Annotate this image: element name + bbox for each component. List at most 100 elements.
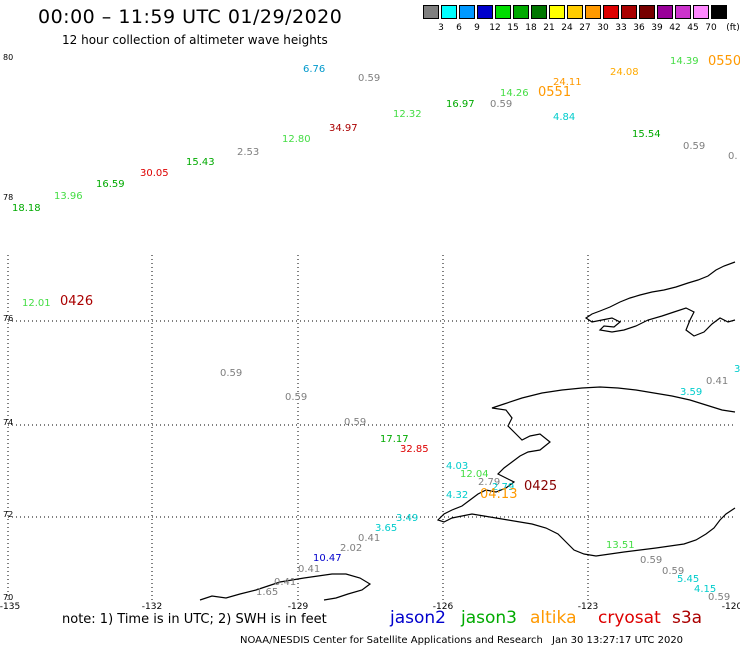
wave-height-label: 3.59 — [680, 387, 702, 398]
legend-label: 42 — [669, 23, 681, 33]
wave-height-label: 12.80 — [282, 134, 311, 145]
wave-height-label: 15.54 — [632, 129, 661, 140]
legend-swatch — [675, 5, 691, 19]
wave-height-label: 13.96 — [54, 191, 83, 202]
wave-height-label: 0.59 — [220, 368, 242, 379]
legend-swatch — [459, 5, 475, 19]
legend-swatch — [603, 5, 619, 19]
wave-height-label: 0.41 — [706, 376, 728, 387]
wave-height-label: 24.11 — [553, 77, 582, 88]
latitude-label: 78 — [3, 193, 13, 202]
wave-height-label: 24.08 — [610, 67, 639, 78]
legend-label: 9 — [474, 23, 480, 33]
longitude-label: -132 — [142, 602, 162, 612]
wave-height-label: 4.15 — [694, 584, 716, 595]
coastline-banks-island — [584, 261, 736, 337]
wave-height-label: 12.32 — [393, 109, 422, 120]
coastline — [199, 261, 736, 601]
timestamp-text: Jan 30 13:27:17 UTC 2020 — [552, 635, 684, 646]
credit-text: NOAA/NESDIS Center for Satellite Applica… — [240, 635, 543, 646]
latitude-labels: 80 78 76 74 72 70 — [3, 53, 13, 602]
longitude-label: -129 — [288, 602, 309, 612]
wave-height-label: 0.41 — [298, 564, 320, 575]
legend-swatch — [441, 5, 457, 19]
wave-height-label: 14.26 — [500, 88, 529, 99]
wave-height-label: 0425 — [524, 479, 557, 494]
wave-height-label: 15.43 — [186, 157, 215, 168]
coastline-lower-west — [199, 573, 372, 601]
legend-swatch — [423, 5, 439, 19]
longitude-label: -135 — [0, 602, 20, 612]
legend-label: 6 — [456, 23, 462, 33]
legend-swatch — [549, 5, 565, 19]
wave-height-label: 04:13 — [480, 487, 517, 502]
legend-swatch — [513, 5, 529, 19]
wave-height-label: 0.59 — [708, 592, 730, 603]
wave-height-label: 0.59 — [490, 99, 512, 110]
wave-height-label: 0.41 — [274, 577, 296, 588]
wave-height-label: 32.85 — [400, 444, 429, 455]
wave-height-label: 4.84 — [553, 112, 575, 123]
wave-height-label: 0.59 — [640, 555, 662, 566]
legend-label: 30 — [597, 23, 609, 33]
satellite-jason2: jason2 — [390, 608, 446, 628]
wave-height-label: 14.39 — [670, 56, 699, 67]
wave-height-label: 2.02 — [340, 543, 362, 554]
latitude-label: 70 — [3, 593, 13, 602]
legend-swatch — [477, 5, 493, 19]
satellite-jason3: jason3 — [461, 608, 517, 628]
satellite-cryosat: cryosat — [598, 608, 661, 628]
latitude-label: 76 — [3, 314, 13, 323]
legend-swatch — [495, 5, 511, 19]
legend-swatch — [621, 5, 637, 19]
map-subtitle: 12 hour collection of altimeter wave hei… — [62, 33, 328, 47]
wave-height-label: 3. — [734, 364, 740, 375]
wave-height-label: 16.97 — [446, 99, 475, 110]
wave-height-label: 2.79 — [492, 482, 514, 493]
latitude-label: 80 — [3, 53, 13, 62]
wave-height-label: 0551 — [538, 85, 571, 100]
legend-label: 12 — [489, 23, 501, 33]
legend-label: 70 — [705, 23, 717, 33]
wave-height-label: 0.59 — [285, 392, 307, 403]
wave-height-label: 18.18 — [12, 203, 41, 214]
map-title: 00:00 – 11:59 UTC 01/29/2020 — [38, 6, 343, 28]
wave-height-label: 34.97 — [329, 123, 358, 134]
coastline-mainland — [436, 386, 736, 557]
wave-height-label: 2.79 — [478, 477, 500, 488]
latitude-label: 72 — [3, 510, 13, 519]
wave-height-label: 2.53 — [237, 147, 259, 158]
wave-height-label: 6.76 — [303, 64, 325, 75]
wave-height-label: 13.51 — [606, 540, 635, 551]
longitude-label: -123 — [578, 602, 598, 612]
wave-height-label: 0.59 — [683, 141, 705, 152]
legend-label: 27 — [579, 23, 591, 33]
wave-height-label: 0. — [728, 151, 738, 162]
legend-swatch — [531, 5, 547, 19]
legend-label: 15 — [507, 23, 519, 33]
legend-unit: (ft) — [726, 23, 740, 33]
legend-swatch — [657, 5, 673, 19]
legend-swatch — [639, 5, 655, 19]
longitude-labels: -135 -132 -129 -126 -123 -120 — [0, 602, 740, 612]
wave-height-label: 0.59 — [662, 566, 684, 577]
legend-label: 39 — [651, 23, 663, 33]
satellite-s3a: s3a — [672, 608, 703, 628]
wave-height-label: 5.45 — [677, 574, 699, 585]
legend-label: 3 — [438, 23, 444, 33]
legend-label: 21 — [543, 23, 555, 33]
wave-height-label: 4.03 — [446, 461, 468, 472]
latitude-label: 74 — [3, 418, 13, 427]
longitude-label: -120 — [722, 602, 740, 612]
wave-height-label: 30.05 — [140, 168, 169, 179]
wave-height-label: 3.65 — [375, 523, 397, 534]
wave-height-label: 1.65 — [256, 587, 278, 598]
note-text: note: 1) Time is in UTC; 2) SWH is in fe… — [62, 612, 327, 627]
legend-label: 36 — [633, 23, 645, 33]
wave-height-label: 0.59 — [358, 73, 380, 84]
satellite-altika: altika — [530, 608, 577, 628]
legend-swatch — [711, 5, 727, 19]
legend-label: 24 — [561, 23, 573, 33]
wave-height-label: 12.04 — [460, 469, 489, 480]
